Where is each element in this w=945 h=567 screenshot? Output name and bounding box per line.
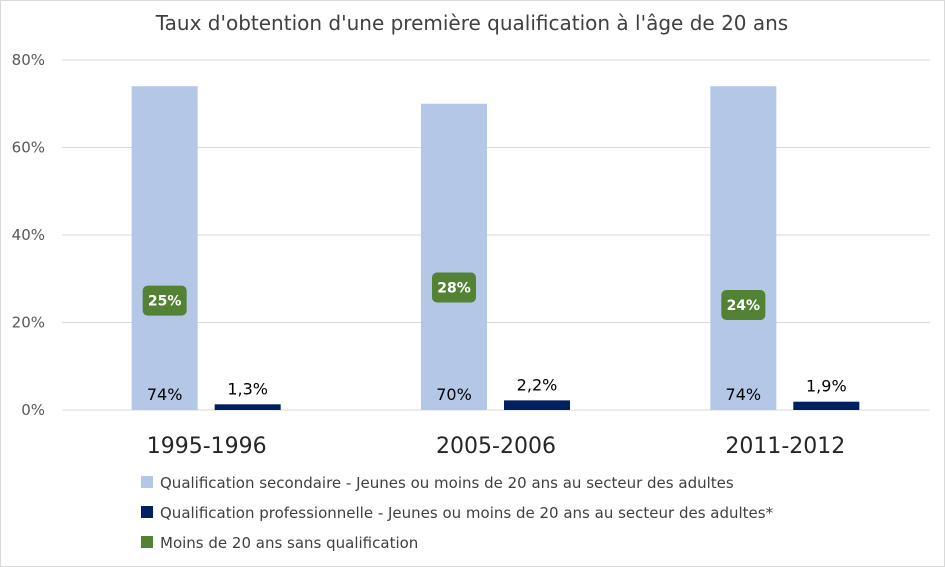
legend-entry: Qualification professionnelle - Jeunes o… (160, 504, 774, 522)
bar-secondaire (421, 103, 487, 410)
x-category-label: 2011-2012 (725, 434, 845, 459)
legend-swatch (141, 536, 153, 548)
legend: Qualification secondaire - Jeunes ou moi… (141, 474, 774, 552)
bar-secondaire (131, 86, 198, 410)
y-tick-label: 60% (12, 139, 45, 157)
chart-title: Taux d'obtention d'une première qualific… (155, 11, 788, 35)
data-label-sans-qualification: 25% (148, 294, 182, 310)
data-label-professionnelle: 1,3% (227, 379, 268, 398)
bar-professionnelle (214, 404, 281, 410)
legend-swatch (141, 506, 153, 518)
badge-sans-qualification (142, 285, 187, 316)
x-category-label: 2005-2006 (436, 434, 556, 459)
data-label-secondaire: 74% (726, 385, 762, 404)
bar-secondaire (710, 86, 777, 410)
x-axis-categories: 1995-1996 2005-2006 2011-2012 (147, 434, 846, 459)
y-axis-ticks: 0% 20% 40% 60% 80% (12, 51, 45, 419)
badge-sans-qualification (721, 290, 766, 320)
y-tick-label: 0% (21, 401, 45, 419)
data-label-professionnelle: 1,9% (806, 377, 847, 396)
data-label-secondaire: 70% (436, 385, 472, 404)
x-category-label: 1995-1996 (147, 434, 267, 459)
legend-swatch (141, 476, 153, 488)
data-label-professionnelle: 2,2% (517, 375, 558, 394)
badge-sans-qualification (432, 272, 476, 303)
data-label-secondaire: 74% (147, 385, 183, 404)
y-tick-label: 80% (12, 51, 45, 69)
data-label-sans-qualification: 28% (437, 281, 471, 297)
legend-entry: Moins de 20 ans sans qualification (160, 534, 418, 552)
bar-professionnelle (793, 401, 860, 410)
gridlines (62, 59, 930, 411)
legend-entry: Qualification secondaire - Jeunes ou moi… (160, 474, 734, 492)
data-label-sans-qualification: 24% (727, 298, 761, 314)
y-tick-label: 20% (12, 314, 45, 332)
y-tick-label: 40% (12, 226, 45, 244)
bars: 74% 1,3% 25% 70% 2,2% 28% 74% 1,9% 24% (131, 86, 860, 410)
bar-professionnelle (504, 400, 570, 410)
